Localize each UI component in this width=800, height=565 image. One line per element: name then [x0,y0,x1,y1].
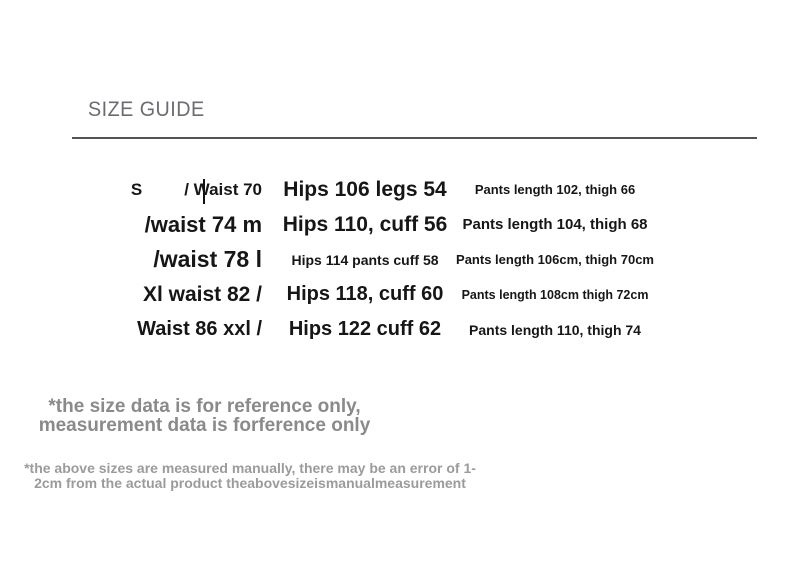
size-cell: Waist 86 xxl / [137,318,262,340]
pants-cell: Pants length 108cm thigh 72cm [461,287,649,302]
hips-cell: Hips 110, cuff 56 [282,212,448,236]
size-cell: S / Waist 70 [131,180,262,200]
hips-cell: Hips 114 pants cuff 58 [291,251,439,268]
measurement-note-line2: 2cm from the actual product theabovesize… [34,475,466,491]
size-cell: /waist 78 l [153,246,262,272]
hips-cell: Hips 118, cuff 60 [286,283,444,305]
pants-cell: Pants length 106cm, thigh 70cm [456,252,654,267]
reference-note-line1: *the size data is for reference only, [48,396,361,417]
reference-note: *the size data is for reference only, me… [12,396,397,436]
reference-note-line2: measurement data is forference only [38,414,371,436]
pants-cell: Pants length 110, thigh 74 [469,321,641,338]
measurement-note-line1: *the above sizes are measured manually, … [24,460,476,476]
hips-cell: Hips 122 cuff 62 [288,318,442,340]
size-table: S / Waist 70 Hips 106 legs 54 Pants leng… [70,172,654,347]
hips-cell: Hips 106 legs 54 [283,177,447,201]
size-cell: /waist 74 m [144,211,262,237]
text-cursor [203,179,205,204]
size-value: / Waist 70 [184,179,262,199]
title-divider [72,137,757,139]
page-title: SIZE GUIDE [88,98,205,121]
size-letter: S [130,179,143,199]
pants-cell: Pants length 104, thigh 68 [462,216,648,233]
pants-cell: Pants length 102, thigh 66 [474,182,636,197]
measurement-note: *the above sizes are measured manually, … [0,461,500,491]
size-cell: Xl waist 82 / [142,282,262,306]
